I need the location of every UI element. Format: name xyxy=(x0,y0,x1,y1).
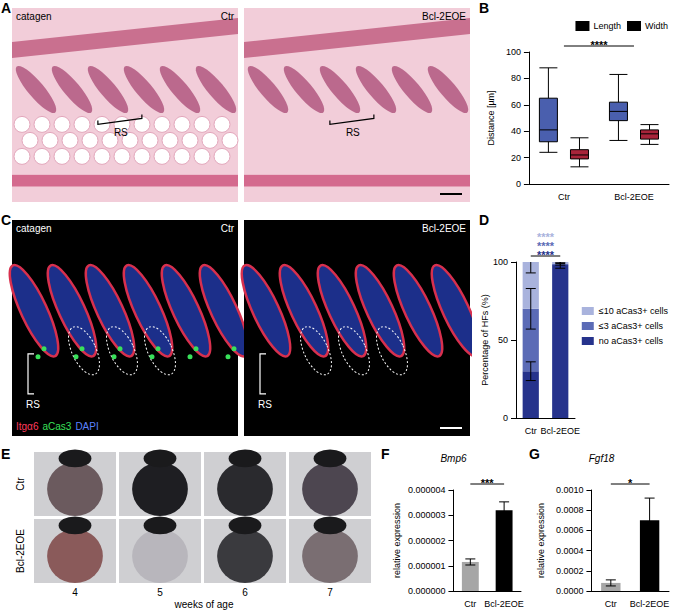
svg-text:****: **** xyxy=(537,231,555,243)
svg-text:catagen: catagen xyxy=(16,223,52,234)
svg-text:Bmp6: Bmp6 xyxy=(440,453,467,464)
svg-text:0: 0 xyxy=(503,413,508,423)
svg-text:Bcl-2EOE: Bcl-2EOE xyxy=(484,599,524,609)
svg-text:0.0000: 0.0000 xyxy=(556,586,584,596)
svg-text:Bcl-2EOE: Bcl-2EOE xyxy=(614,192,654,202)
svg-text:Ctr: Ctr xyxy=(221,223,235,234)
svg-text:Ctr: Ctr xyxy=(221,11,235,22)
svg-text:RS: RS xyxy=(346,127,360,138)
svg-text:50: 50 xyxy=(498,335,508,345)
svg-text:Percentage of HFs (%): Percentage of HFs (%) xyxy=(480,294,490,386)
svg-text:Bcl-2EOE: Bcl-2EOE xyxy=(422,223,466,234)
svg-text:0.0006: 0.0006 xyxy=(556,525,584,535)
svg-text:RS: RS xyxy=(114,127,128,138)
svg-text:0.000001: 0.000001 xyxy=(408,561,446,571)
svg-text:no aCas3+ cells: no aCas3+ cells xyxy=(599,336,664,346)
svg-text:0.0002: 0.0002 xyxy=(556,566,584,576)
svg-text:catagen: catagen xyxy=(16,11,52,22)
html-text:B: B xyxy=(479,0,490,16)
svg-text:4: 4 xyxy=(72,587,78,598)
svg-text:*: * xyxy=(628,477,633,489)
svg-text:relative expression: relative expression xyxy=(536,503,546,578)
svg-text:***: *** xyxy=(481,477,495,489)
svg-text:Width: Width xyxy=(645,21,668,31)
svg-text:Ctr: Ctr xyxy=(558,192,570,202)
svg-text:0.0008: 0.0008 xyxy=(556,505,584,515)
svg-text:C: C xyxy=(1,212,11,228)
svg-text:40: 40 xyxy=(511,126,521,136)
svg-text:0.0004: 0.0004 xyxy=(556,546,584,556)
svg-text:Bcl-2EOE: Bcl-2EOE xyxy=(422,11,466,22)
svg-text:Itgα6aCas3DAPI: Itgα6aCas3DAPI xyxy=(16,421,99,432)
svg-text:Bcl-2EOE: Bcl-2EOE xyxy=(540,426,580,436)
svg-text:80: 80 xyxy=(511,73,521,83)
svg-text:100: 100 xyxy=(506,47,521,57)
svg-text:6: 6 xyxy=(242,587,248,598)
html-text:G: G xyxy=(529,446,540,462)
svg-text:7: 7 xyxy=(327,587,333,598)
svg-text:A: A xyxy=(1,0,11,16)
html-text:D: D xyxy=(479,212,490,228)
svg-text:Ctr: Ctr xyxy=(605,599,617,609)
svg-text:5: 5 xyxy=(157,587,163,598)
svg-text:Ctr: Ctr xyxy=(525,426,537,436)
svg-text:RS: RS xyxy=(26,399,40,410)
svg-text:Distance [µm]: Distance [µm] xyxy=(486,90,496,145)
svg-text:****: **** xyxy=(590,39,608,51)
svg-text:Length: Length xyxy=(593,21,621,31)
svg-text:weeks of age: weeks of age xyxy=(174,599,234,610)
svg-text:relative expression: relative expression xyxy=(392,503,402,578)
svg-text:Bcl-2EOE: Bcl-2EOE xyxy=(15,529,26,573)
svg-text:≤10 aCas3+ cells: ≤10 aCas3+ cells xyxy=(599,306,669,316)
svg-text:0.000004: 0.000004 xyxy=(408,485,446,495)
svg-text:E: E xyxy=(1,446,10,462)
svg-text:0: 0 xyxy=(516,179,521,189)
svg-text:0.000003: 0.000003 xyxy=(408,510,446,520)
svg-text:0.000002: 0.000002 xyxy=(408,536,446,546)
svg-text:Ctr: Ctr xyxy=(464,599,476,609)
svg-text:0.000000: 0.000000 xyxy=(408,586,446,596)
svg-text:Fgf18: Fgf18 xyxy=(589,453,615,464)
svg-text:0.0010: 0.0010 xyxy=(556,485,584,495)
svg-text:≤3 aCas3+ cells: ≤3 aCas3+ cells xyxy=(599,321,664,331)
svg-text:60: 60 xyxy=(511,100,521,110)
svg-text:Ctr: Ctr xyxy=(15,477,26,491)
svg-text:20: 20 xyxy=(511,153,521,163)
svg-text:100: 100 xyxy=(493,257,508,267)
svg-text:RS: RS xyxy=(258,399,272,410)
html-text:F: F xyxy=(381,446,390,462)
svg-text:Bcl-2EOE: Bcl-2EOE xyxy=(630,599,670,609)
